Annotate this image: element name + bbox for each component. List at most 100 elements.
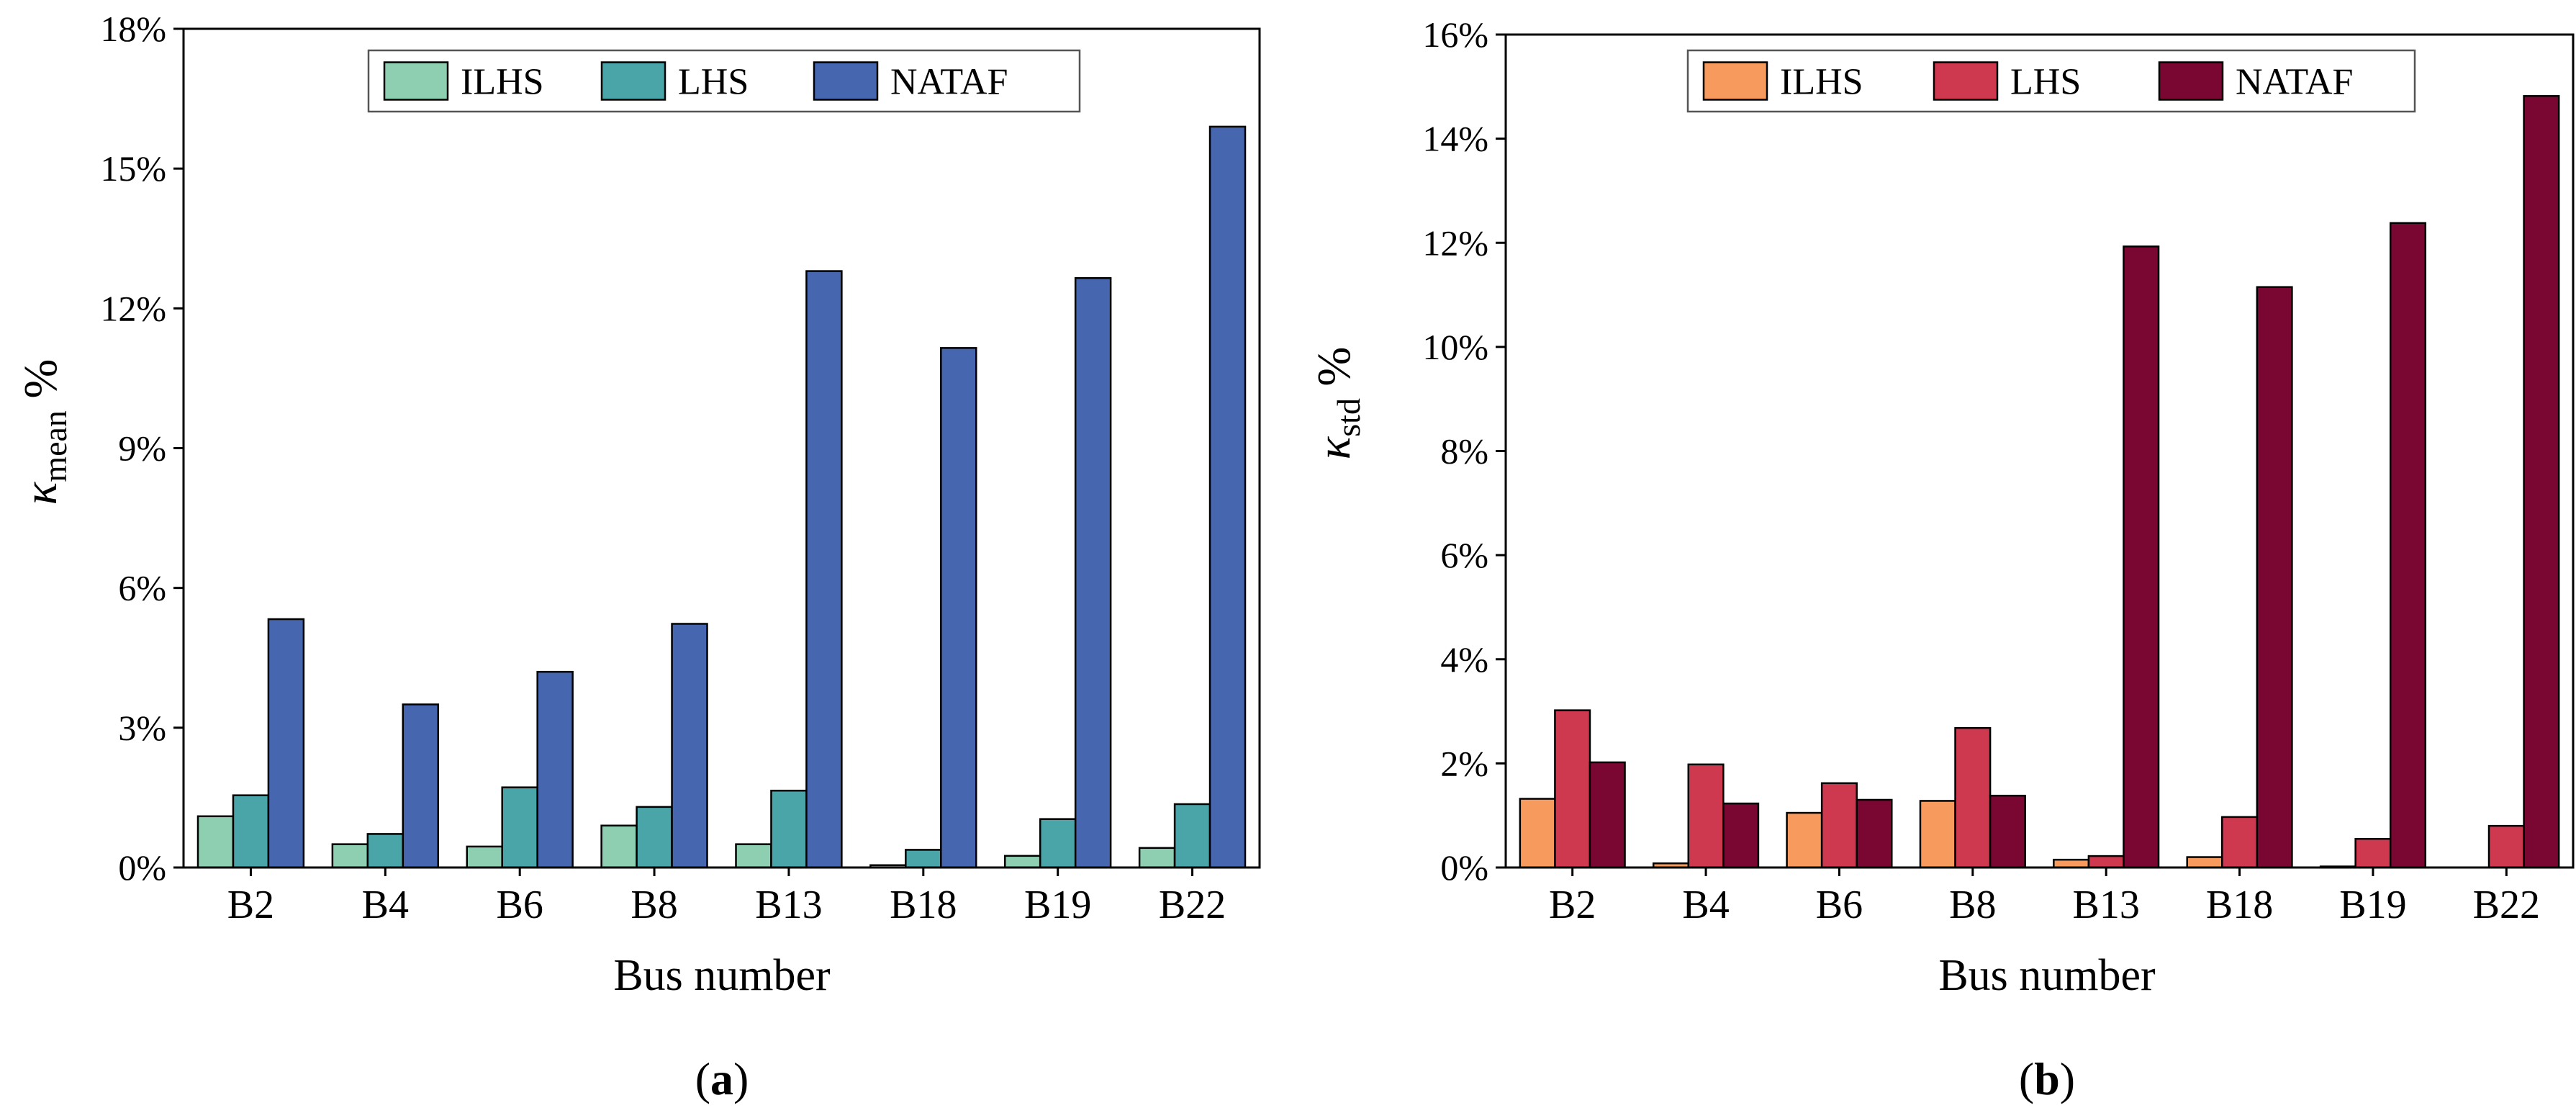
y-tick-label: 12% bbox=[1422, 222, 1488, 263]
x-tick-label-b19: B19 bbox=[2339, 883, 2406, 927]
y-axis-label-a: κmean % bbox=[14, 359, 73, 505]
bar-nataf-b22 bbox=[1208, 125, 1247, 869]
y-tick-label: 14% bbox=[1422, 119, 1488, 159]
legend-swatch-ilhs bbox=[383, 61, 449, 101]
bar-ilhs-b2 bbox=[1519, 798, 1556, 869]
bar-ilhs-b8 bbox=[600, 824, 638, 869]
x-axis-label-a: Bus number bbox=[613, 951, 831, 1000]
panel-caption-a: (a) bbox=[695, 1053, 749, 1104]
bar-nataf-b6 bbox=[1856, 798, 1893, 869]
y-tick-label: 6% bbox=[118, 568, 166, 608]
bar-lhs-b2 bbox=[1554, 709, 1591, 869]
bar-lhs-b8 bbox=[1954, 726, 1992, 869]
bar-nataf-b22 bbox=[2523, 95, 2560, 869]
bar-ilhs-b8 bbox=[1919, 800, 1956, 869]
bar-lhs-b4 bbox=[1687, 763, 1725, 869]
x-tick-label-b19: B19 bbox=[1024, 883, 1091, 927]
y-tick-label: 8% bbox=[1440, 431, 1488, 472]
bar-lhs-b2 bbox=[232, 794, 270, 869]
x-tick-label-b22: B22 bbox=[1159, 883, 1226, 927]
y-axis-label-b: κstd % bbox=[1308, 347, 1367, 460]
x-tick-label-b6: B6 bbox=[497, 883, 543, 927]
legend-swatch-nataf bbox=[2158, 61, 2224, 101]
bar-lhs-b22 bbox=[2487, 824, 2525, 869]
bar-nataf-b18 bbox=[940, 347, 977, 869]
x-tick-label-b8: B8 bbox=[631, 883, 677, 927]
legend-swatch-lhs bbox=[600, 61, 666, 101]
x-tick-label-b13: B13 bbox=[755, 883, 822, 927]
y-tick-label: 3% bbox=[118, 708, 166, 748]
bar-nataf-b8 bbox=[671, 623, 708, 869]
legend-swatch-lhs bbox=[1933, 61, 1999, 101]
bar-lhs-b8 bbox=[636, 806, 673, 869]
bar-nataf-b4 bbox=[1722, 802, 1760, 869]
legend-label-lhs: LHS bbox=[678, 62, 749, 103]
legend-box bbox=[1686, 49, 2416, 113]
bar-lhs-b13 bbox=[770, 789, 808, 869]
bar-ilhs-b13 bbox=[2053, 858, 2090, 869]
bar-nataf-b8 bbox=[1989, 794, 2026, 869]
bar-lhs-b6 bbox=[501, 786, 538, 869]
legend: ILHS LHS NATAF bbox=[367, 49, 1081, 113]
panel-b: 0% 2% 4% 6% 8% 10% 12% 14% 16% B2 B4 B6 B8 B13 B18 B19 B… bbox=[1288, 0, 2576, 1113]
x-tick-label-b2: B2 bbox=[227, 883, 274, 927]
x-tick-label-b2: B2 bbox=[1549, 883, 1596, 927]
x-tick-label-b8: B8 bbox=[1949, 883, 1996, 927]
x-axis-label-b: Bus number bbox=[1938, 951, 2156, 1000]
bar-ilhs-b19 bbox=[1004, 855, 1041, 869]
bar-ilhs-b4 bbox=[331, 843, 369, 869]
bar-ilhs-b6 bbox=[466, 845, 503, 869]
bar-lhs-b22 bbox=[1173, 803, 1211, 869]
bar-lhs-b19 bbox=[2354, 837, 2392, 869]
y-tick-label: 15% bbox=[100, 148, 166, 189]
bar-nataf-b4 bbox=[402, 703, 439, 869]
panel-caption-b: (b) bbox=[2019, 1053, 2075, 1104]
y-tick-label: 0% bbox=[1440, 847, 1488, 888]
bar-nataf-b13 bbox=[805, 270, 843, 869]
x-tick-label-b6: B6 bbox=[1816, 883, 1863, 927]
bar-ilhs-b13 bbox=[735, 843, 772, 869]
bar-lhs-b18 bbox=[905, 849, 942, 869]
y-tick-label: 12% bbox=[100, 288, 166, 328]
bar-lhs-b18 bbox=[2221, 816, 2259, 869]
bar-nataf-b13 bbox=[2123, 245, 2160, 869]
bar-nataf-b19 bbox=[1074, 277, 1112, 869]
x-tick-label-b18: B18 bbox=[890, 883, 957, 927]
legend-label-lhs: LHS bbox=[2010, 62, 2081, 103]
y-tick-label: 16% bbox=[1422, 14, 1488, 55]
x-tick-label-b4: B4 bbox=[362, 883, 409, 927]
legend-box bbox=[367, 49, 1081, 113]
bar-nataf-b18 bbox=[2256, 286, 2293, 869]
x-tick-label-b18: B18 bbox=[2206, 883, 2273, 927]
bar-ilhs-b6 bbox=[1786, 811, 1823, 869]
bar-lhs-b19 bbox=[1039, 818, 1077, 869]
y-tick-label: 10% bbox=[1422, 327, 1488, 367]
y-tick-label: 0% bbox=[118, 847, 166, 888]
x-tick-label-b4: B4 bbox=[1682, 883, 1729, 927]
legend: ILHS LHS NATAF bbox=[1686, 49, 2416, 113]
bar-nataf-b6 bbox=[536, 670, 574, 869]
y-tick-label: 4% bbox=[1440, 639, 1488, 680]
bar-lhs-b13 bbox=[2087, 855, 2125, 869]
bar-nataf-b19 bbox=[2389, 222, 2427, 869]
chart-a: 0% 3% 6% 9% 12% 15% 18% B2 B4 B6 B8 B13 B18 B19 B22 ILH… bbox=[14, 9, 1261, 1104]
bar-nataf-b2 bbox=[267, 618, 305, 869]
legend-swatch-nataf bbox=[813, 61, 879, 101]
bar-ilhs-b2 bbox=[196, 815, 235, 869]
legend-label-nataf: NATAF bbox=[890, 62, 1008, 103]
legend-swatch-ilhs bbox=[1702, 61, 1768, 101]
panel-a: 0% 3% 6% 9% 12% 15% 18% B2 B4 B6 B8 B13 B18 B19 B22 ILH… bbox=[14, 9, 1261, 1104]
bar-ilhs-b18 bbox=[2186, 856, 2223, 869]
y-tick-label: 9% bbox=[118, 428, 166, 469]
y-tick-label: 2% bbox=[1440, 743, 1488, 783]
bar-lhs-b6 bbox=[1820, 782, 1858, 869]
bar-nataf-b2 bbox=[1588, 761, 1626, 869]
y-tick-label: 18% bbox=[100, 9, 166, 49]
bar-lhs-b4 bbox=[366, 833, 405, 869]
legend-label-ilhs: ILHS bbox=[1780, 62, 1863, 103]
y-tick-label: 6% bbox=[1440, 535, 1488, 575]
x-tick-label-b13: B13 bbox=[2073, 883, 2140, 927]
legend-label-ilhs: ILHS bbox=[461, 62, 544, 103]
legend-label-nataf: NATAF bbox=[2236, 62, 2353, 103]
bar-ilhs-b22 bbox=[1138, 847, 1176, 869]
